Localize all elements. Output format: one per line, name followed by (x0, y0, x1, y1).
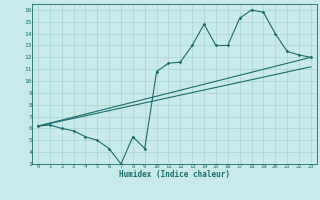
X-axis label: Humidex (Indice chaleur): Humidex (Indice chaleur) (119, 170, 230, 179)
